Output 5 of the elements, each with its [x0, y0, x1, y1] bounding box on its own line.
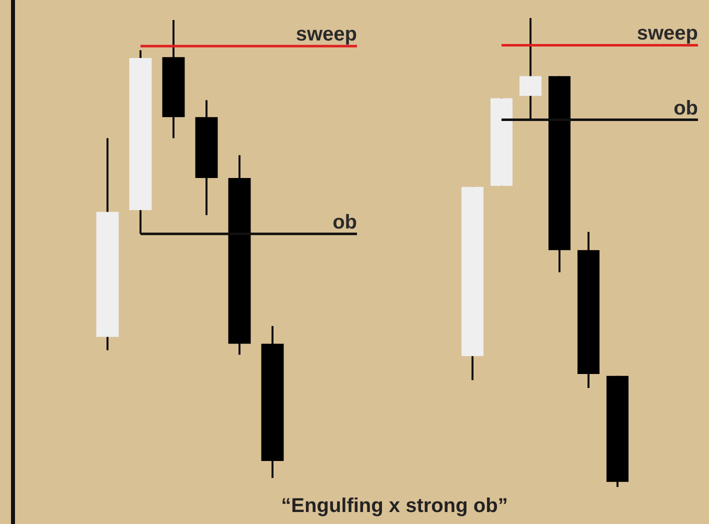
- ref-line-label: sweep: [636, 22, 698, 45]
- text: “Engulfing x strong ob”: [280, 495, 509, 518]
- ref-line-label: ob: [332, 211, 357, 234]
- ref-line-label: sweep: [296, 24, 357, 46]
- ref-line-label: ob: [674, 97, 698, 120]
